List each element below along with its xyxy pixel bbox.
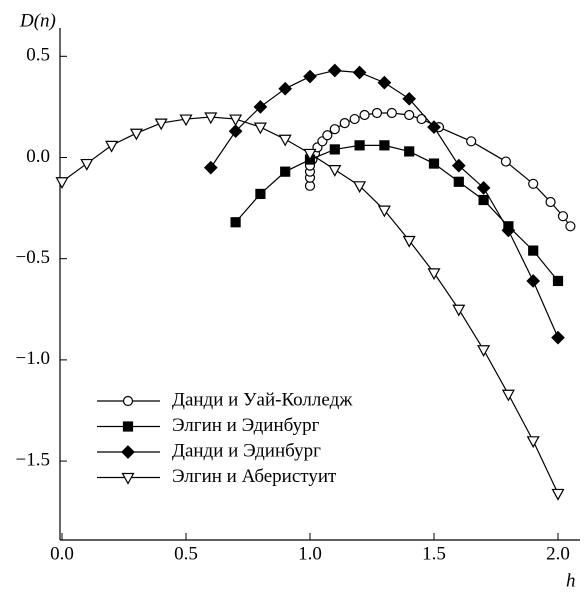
marker [371,107,383,119]
y-axis-label: D(n) [19,10,56,31]
marker [501,389,515,402]
marker [255,188,266,200]
marker [402,91,417,106]
marker [204,112,218,125]
x-tick-label: 0.0 [50,543,74,564]
marker [352,65,367,80]
legend-marker [122,421,134,432]
y-tick-label: 0.5 [26,45,50,66]
marker [402,235,416,248]
marker [377,205,391,218]
marker [253,100,268,114]
legend-label: Элгин и Аберистуит [172,466,337,487]
legend-marker [121,445,135,459]
marker [280,166,291,177]
marker [528,178,539,189]
marker [328,165,342,177]
marker [551,488,565,501]
marker [353,181,367,194]
marker [427,120,441,134]
marker [303,148,317,161]
marker [416,113,427,125]
marker [377,75,392,90]
marker [203,160,218,175]
marker [386,107,397,119]
marker [477,345,491,358]
marker [278,81,293,96]
marker [526,436,540,449]
marker [278,134,292,147]
marker [253,122,267,135]
legend-label: Данди и Эдинбург [172,440,321,461]
x-tick-label: 2.0 [546,543,570,564]
marker [453,176,464,187]
marker [526,274,541,288]
marker [230,217,241,228]
series-line [235,144,559,282]
legend-label: Элгин и Эдинбург [172,415,320,436]
marker [557,211,569,222]
marker [154,118,168,131]
marker [500,156,512,167]
marker [565,221,576,232]
marker [451,158,466,173]
marker [466,136,477,147]
x-tick-label: 1.5 [422,543,446,564]
marker [478,194,489,206]
marker [329,124,340,135]
marker [528,245,539,256]
x-tick-label: 1.0 [298,543,322,564]
y-tick-label: −1.5 [16,449,50,470]
marker [228,124,243,139]
marker [476,181,491,195]
legend-label: Данди и Уай-Колледж [172,389,353,410]
marker [322,130,333,141]
marker [179,114,193,127]
marker [349,113,360,125]
marker [303,69,317,84]
y-tick-label: −1.0 [16,348,50,369]
marker [359,109,370,121]
marker [229,114,243,127]
y-tick-label: −0.5 [16,247,50,268]
marker [329,144,340,155]
marker [427,268,441,281]
marker [404,146,415,157]
marker [80,158,94,171]
marker [428,158,440,169]
legend-marker [122,395,134,407]
x-tick-label: 0.5 [174,543,198,564]
marker [552,275,564,287]
marker [379,140,390,151]
marker [551,330,565,345]
marker [354,140,365,151]
marker [129,128,143,141]
marker [545,196,556,208]
x-axis-label: h [566,570,576,591]
marker [452,304,466,317]
legend-marker [121,472,135,485]
marker [404,109,415,121]
marker [501,223,516,238]
marker [339,117,350,129]
marker [327,63,342,78]
y-tick-label: 0.0 [26,146,50,167]
marker [55,177,69,190]
marker [105,140,119,153]
